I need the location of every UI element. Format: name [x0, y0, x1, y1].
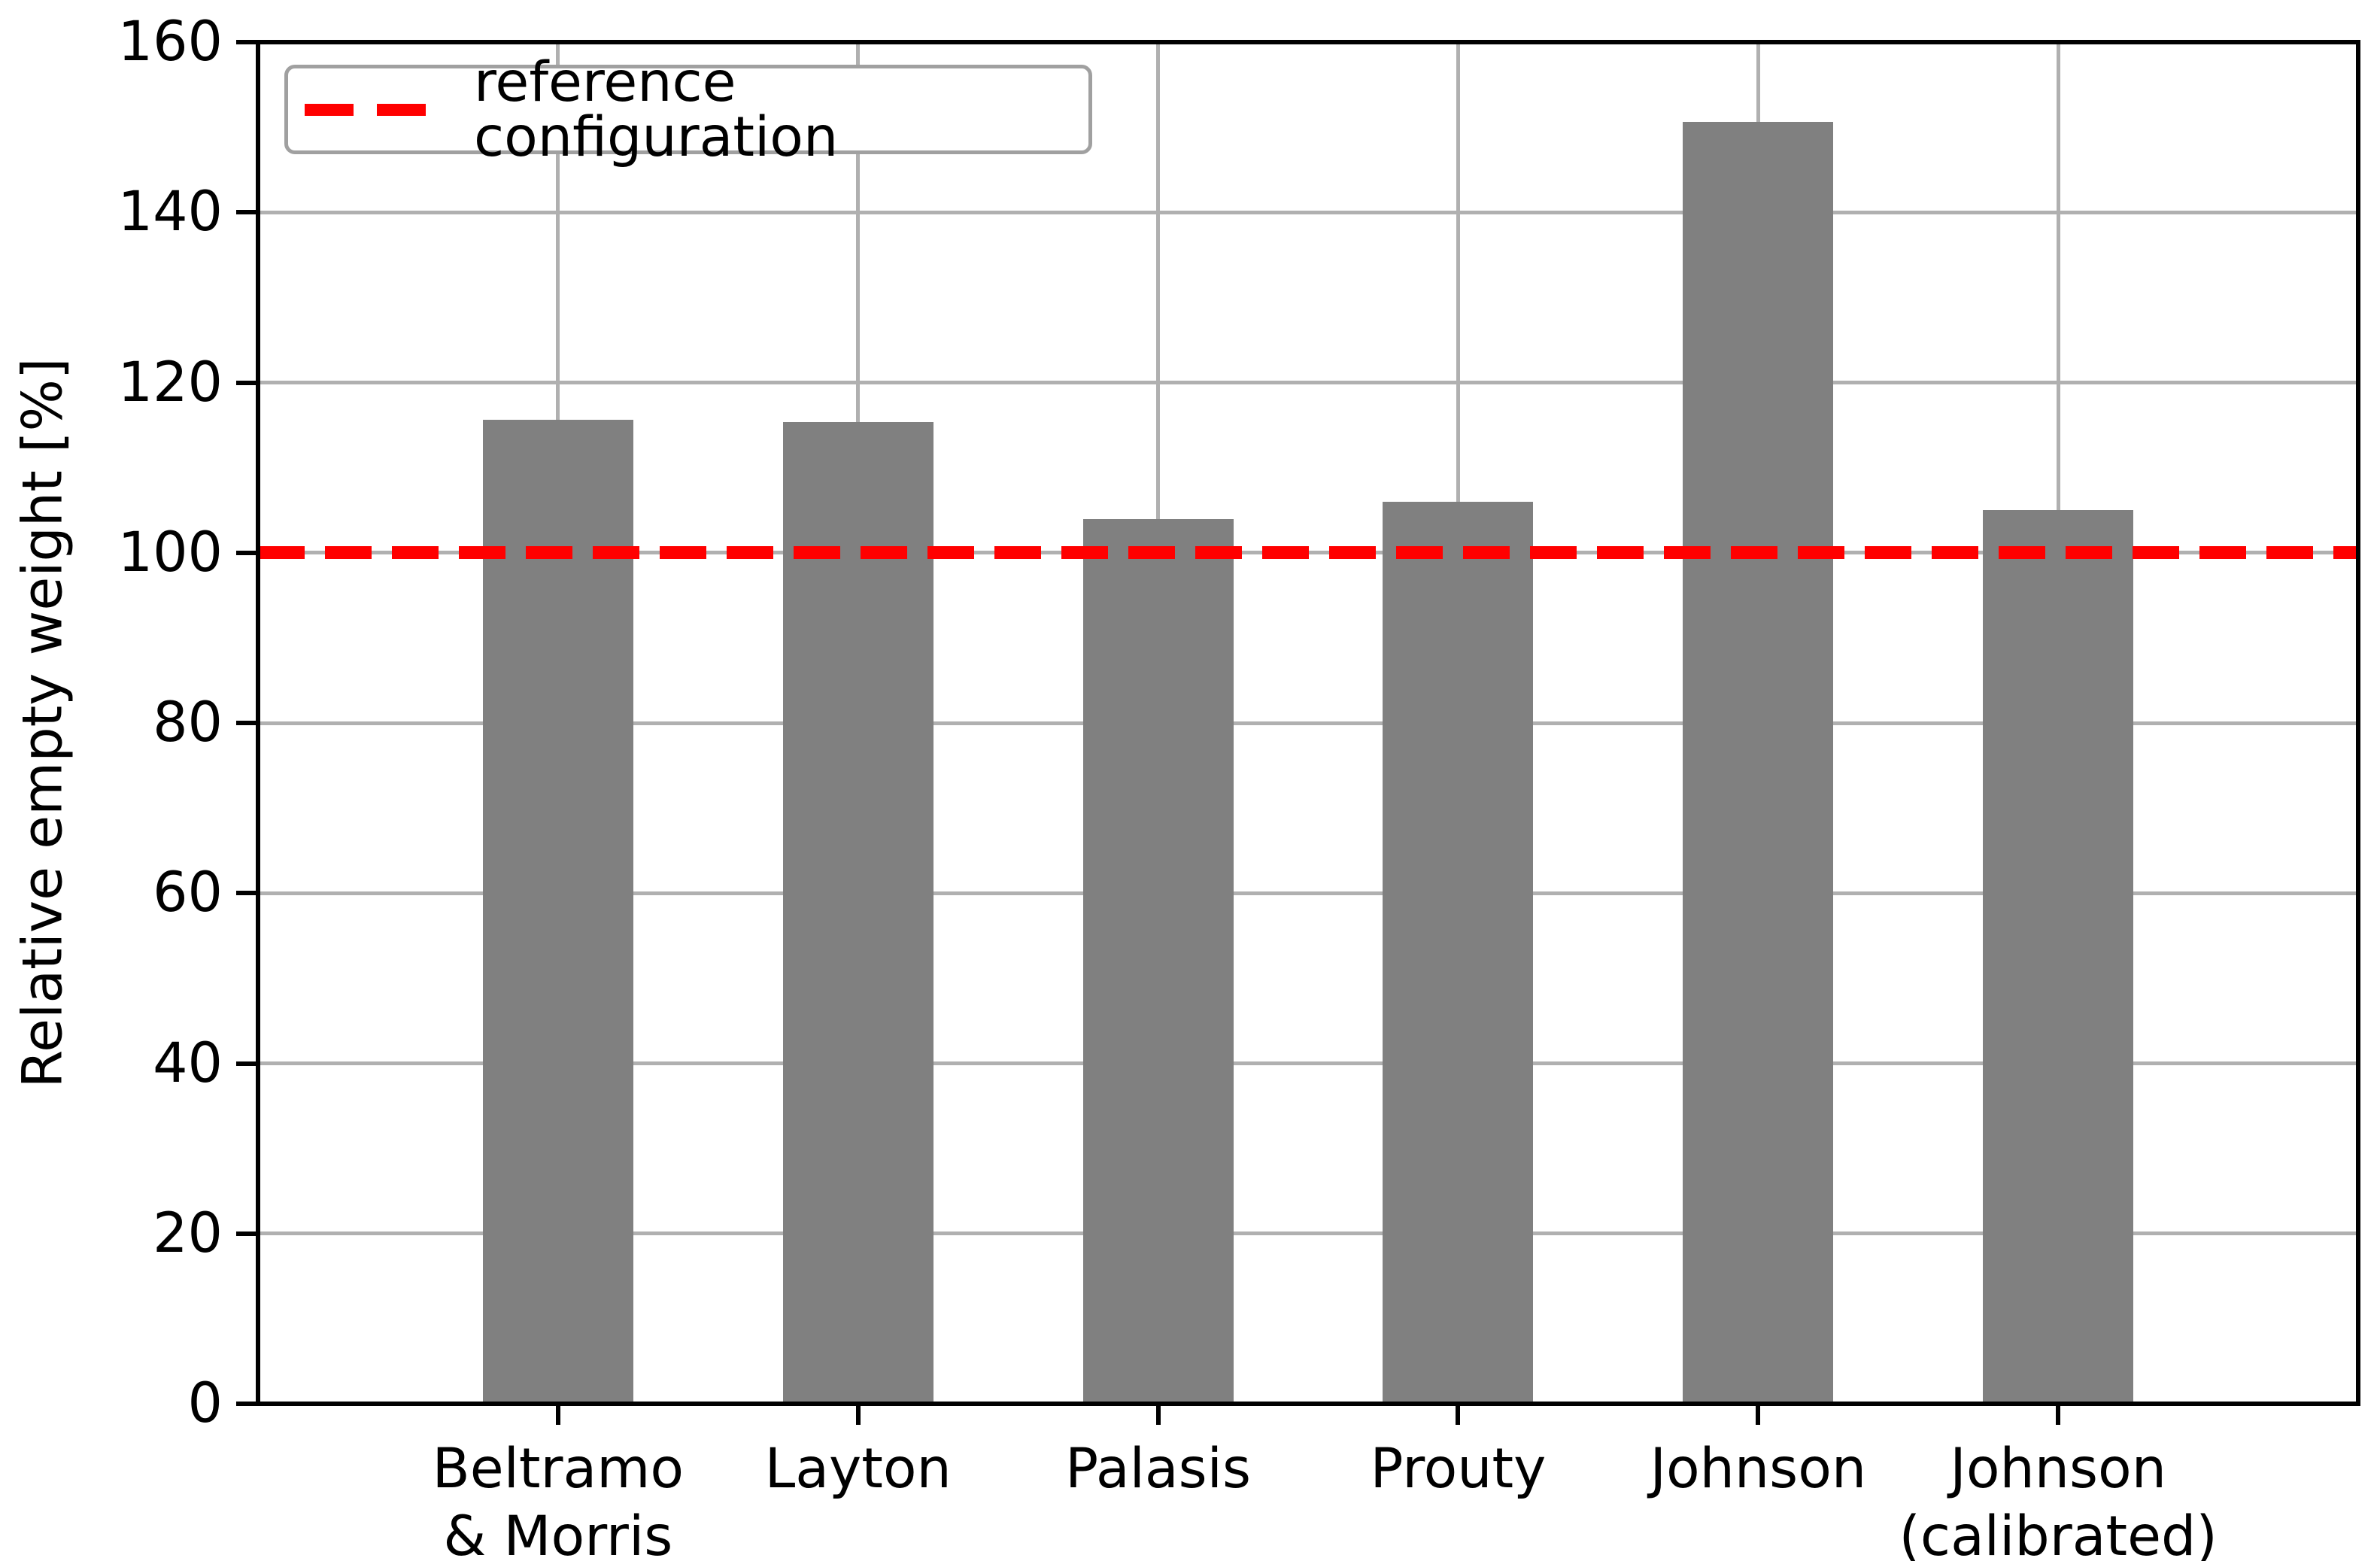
bar: [482, 420, 633, 1404]
y-gridline: [258, 1061, 2358, 1065]
y-tick: [236, 1061, 258, 1066]
y-tick-label: 160: [117, 10, 223, 74]
x-tick: [1456, 1404, 1461, 1425]
y-tick-label: 0: [187, 1371, 223, 1435]
x-tick-label: Prouty: [1232, 1435, 1683, 1503]
y-gridline: [258, 1231, 2358, 1236]
reference-line: [258, 546, 2358, 560]
x-tick: [2056, 1404, 2061, 1425]
x-tick-label: Beltramo & Morris: [332, 1435, 784, 1561]
y-tick-label: 20: [153, 1201, 223, 1265]
bar: [1683, 122, 1834, 1404]
x-tick-label-line: Johnson: [1950, 1437, 2166, 1501]
y-tick: [236, 550, 258, 555]
y-tick-label: 60: [153, 861, 223, 925]
y-tick: [236, 1231, 258, 1236]
x-tick-label-line: (calibrated): [1899, 1505, 2218, 1561]
x-tick: [1756, 1404, 1761, 1425]
y-tick: [236, 40, 258, 44]
legend-label: reference configuration: [474, 50, 839, 169]
bar: [1983, 510, 2134, 1404]
x-tick-label-line: Palasis: [1065, 1437, 1251, 1501]
x-tick: [1155, 1404, 1161, 1425]
y-gridline: [258, 210, 2358, 214]
x-tick: [555, 1404, 560, 1425]
x-tick: [855, 1404, 861, 1425]
y-gridline: [258, 891, 2358, 895]
y-tick: [236, 380, 258, 385]
bar: [1383, 501, 1534, 1404]
x-tick-label-line: Johnson: [1650, 1437, 1867, 1501]
x-tick-label-line: & Morris: [443, 1505, 673, 1561]
bar: [782, 421, 933, 1404]
y-tick-label: 140: [117, 180, 223, 244]
y-tick: [236, 721, 258, 725]
x-tick-label-line: Beltramo: [432, 1437, 685, 1501]
y-tick: [236, 210, 258, 215]
y-tick-label: 100: [117, 520, 223, 585]
y-gridline: [258, 721, 2358, 725]
y-tick: [236, 1402, 258, 1406]
y-gridline: [258, 381, 2358, 384]
x-tick-label-line: Layton: [764, 1437, 952, 1501]
y-tick: [236, 891, 258, 896]
legend: reference configuration: [284, 55, 1092, 165]
x-tick-label: Johnson (calibrated): [1832, 1435, 2284, 1561]
y-tick-label: 40: [153, 1031, 223, 1095]
reference-line-swatch: [305, 103, 426, 116]
x-tick-label: Layton: [633, 1435, 1084, 1503]
bar: [1082, 518, 1234, 1404]
x-tick-label-line: Prouty: [1370, 1437, 1547, 1501]
x-tick-label: Johnson: [1532, 1435, 1984, 1503]
x-tick-label: Palasis: [933, 1435, 1384, 1503]
y-tick-label: 80: [153, 691, 223, 755]
y-tick-label: 120: [117, 350, 223, 415]
